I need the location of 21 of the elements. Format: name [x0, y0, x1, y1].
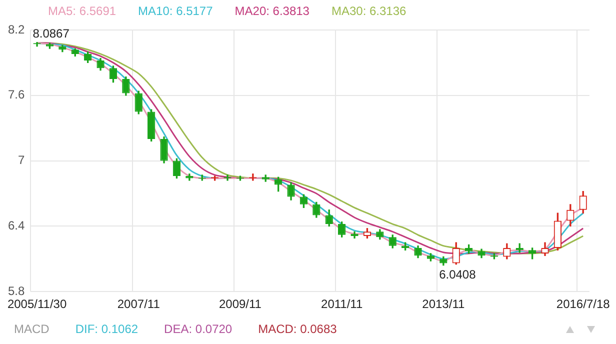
text: DEA: 0.0720 — [164, 322, 232, 336]
x-tick-label: 2011/11 — [321, 297, 363, 312]
annotation: 6.0408 — [439, 268, 476, 282]
x-tick-label: 2005/11/30 — [7, 297, 67, 312]
x-tick-label: 2016/7/18 — [556, 297, 610, 312]
text: MACD: 0.0683 — [258, 322, 337, 336]
x-tick-label: 2007/11 — [117, 297, 160, 312]
text: MA20: 6.3813 — [234, 4, 310, 18]
y-tick-label: 7 — [18, 153, 25, 168]
x-tick-label: 2009/11 — [218, 297, 262, 312]
text: MA10: 6.5177 — [138, 4, 213, 18]
text: MACD — [14, 322, 50, 336]
text: DIF: 0.1062 — [75, 322, 138, 336]
y-tick-label: 7.6 — [8, 88, 25, 102]
text: MA30: 6.3136 — [331, 4, 406, 18]
y-tick-label: 6.4 — [8, 218, 25, 233]
annotation: 8.0867 — [32, 26, 70, 41]
text: MA5: 6.5691 — [48, 4, 116, 18]
y-tick-label: 5.8 — [8, 284, 25, 298]
x-tick-label: 2013/11 — [422, 297, 465, 312]
y-tick-label: 8.2 — [8, 22, 25, 36]
